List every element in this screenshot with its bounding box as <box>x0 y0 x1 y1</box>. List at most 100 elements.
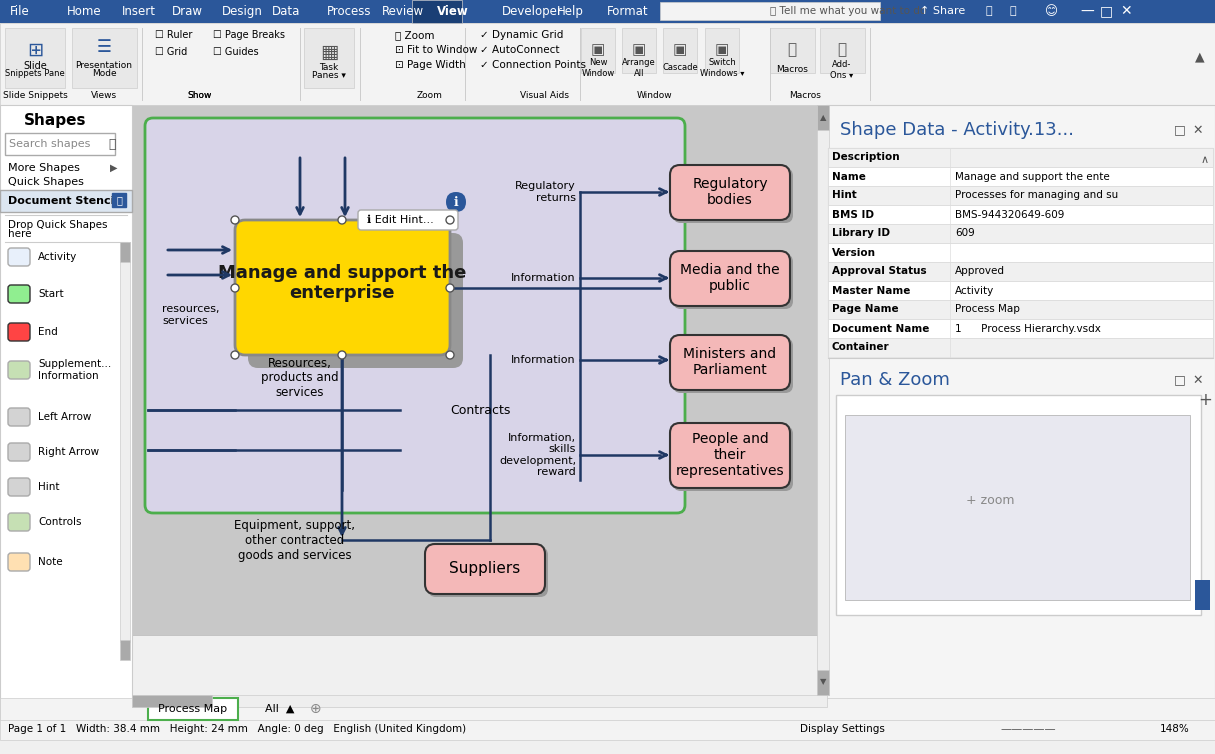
FancyBboxPatch shape <box>669 251 790 306</box>
Text: —: — <box>1080 5 1094 19</box>
Text: BMS-944320649-609: BMS-944320649-609 <box>955 210 1064 219</box>
Text: Hint: Hint <box>38 482 60 492</box>
Text: ✕: ✕ <box>1193 124 1203 136</box>
Bar <box>827 300 1213 319</box>
Text: Design: Design <box>222 5 262 18</box>
Text: Zoom: Zoom <box>417 90 443 100</box>
Text: Arrange
All: Arrange All <box>622 58 656 78</box>
FancyBboxPatch shape <box>358 210 458 230</box>
Text: 🔍: 🔍 <box>108 137 115 151</box>
Text: here: here <box>9 229 32 239</box>
Text: + zoom: + zoom <box>966 494 1015 507</box>
Bar <box>112 193 126 207</box>
Bar <box>412 0 462 23</box>
Bar <box>827 281 1213 300</box>
Text: Shapes: Shapes <box>24 112 86 127</box>
Bar <box>827 167 1213 186</box>
Text: Macros: Macros <box>776 66 808 75</box>
Bar <box>0 698 1215 720</box>
Text: View: View <box>437 5 469 18</box>
Text: Container: Container <box>832 342 889 353</box>
Text: Quick Shapes: Quick Shapes <box>9 177 84 187</box>
Bar <box>816 105 829 695</box>
Text: ✕: ✕ <box>1120 5 1131 19</box>
Text: □: □ <box>1100 5 1113 19</box>
Text: Description: Description <box>832 152 899 163</box>
Text: 🔍 Tell me what you want to do: 🔍 Tell me what you want to do <box>770 7 926 17</box>
FancyBboxPatch shape <box>428 547 548 597</box>
Bar <box>1196 580 1210 610</box>
Text: +: + <box>1198 391 1211 409</box>
Bar <box>705 28 739 73</box>
Text: Process Map: Process Map <box>158 704 227 714</box>
Text: ℹ: ℹ <box>453 195 458 209</box>
Text: Cascade: Cascade <box>662 63 697 72</box>
Text: Information: Information <box>512 355 576 365</box>
Bar <box>844 415 1189 600</box>
Text: Process Map: Process Map <box>955 305 1019 314</box>
FancyBboxPatch shape <box>446 192 467 212</box>
Text: ∧: ∧ <box>1200 155 1209 165</box>
Text: Switch
Windows ▾: Switch Windows ▾ <box>700 58 745 78</box>
Text: 😊: 😊 <box>1045 5 1058 18</box>
Text: 609: 609 <box>955 228 974 238</box>
FancyBboxPatch shape <box>9 478 30 496</box>
Text: Views: Views <box>91 90 117 100</box>
Text: Mode: Mode <box>91 69 117 78</box>
Text: 🔔: 🔔 <box>1010 7 1017 17</box>
Text: □: □ <box>1174 373 1186 387</box>
Text: More Shapes: More Shapes <box>9 163 80 173</box>
Text: Document Name: Document Name <box>832 323 929 333</box>
Text: Page 1 of 1   Width: 38.4 mm   Height: 24 mm   Angle: 0 deg   English (United Ki: Page 1 of 1 Width: 38.4 mm Height: 24 mm… <box>9 724 467 734</box>
Text: 🔍 Zoom: 🔍 Zoom <box>395 30 435 40</box>
Text: Regulatory
bodies: Regulatory bodies <box>693 177 768 207</box>
FancyBboxPatch shape <box>9 443 30 461</box>
Bar <box>120 242 130 262</box>
Circle shape <box>446 216 454 224</box>
Bar <box>0 23 1215 105</box>
Text: Manage and support the ente: Manage and support the ente <box>955 171 1109 182</box>
Bar <box>304 28 354 88</box>
Circle shape <box>338 351 346 359</box>
Text: ▣: ▣ <box>590 42 605 57</box>
Text: Name: Name <box>832 171 866 182</box>
Text: 1      Process Hierarchy.vsdx: 1 Process Hierarchy.vsdx <box>955 323 1101 333</box>
Bar <box>132 695 827 707</box>
Text: 💬: 💬 <box>985 7 991 17</box>
Bar <box>826 105 1215 735</box>
Text: Display Settings: Display Settings <box>799 724 885 734</box>
Text: Approved: Approved <box>955 266 1005 277</box>
Text: ✕: ✕ <box>1193 373 1203 387</box>
Bar <box>827 148 1213 358</box>
FancyBboxPatch shape <box>248 233 463 368</box>
Bar <box>148 698 238 720</box>
Text: Note: Note <box>38 557 63 567</box>
Bar <box>836 395 1200 615</box>
Text: Presentation: Presentation <box>75 60 132 69</box>
Text: ⬛: ⬛ <box>787 42 797 57</box>
Bar <box>622 28 656 73</box>
Text: Supplement...
Information: Supplement... Information <box>38 359 112 381</box>
Text: Search shapes: Search shapes <box>10 139 91 149</box>
Bar <box>660 2 880 20</box>
Text: ⊡ Page Width: ⊡ Page Width <box>395 60 465 70</box>
Text: Home: Home <box>67 5 102 18</box>
Bar <box>0 718 1215 740</box>
Text: Macros: Macros <box>789 90 821 100</box>
FancyBboxPatch shape <box>673 168 793 223</box>
Circle shape <box>231 284 239 292</box>
Bar <box>816 670 829 695</box>
FancyBboxPatch shape <box>9 285 30 303</box>
Bar <box>72 28 137 88</box>
Text: ✓ Connection Points: ✓ Connection Points <box>480 60 586 70</box>
Bar <box>0 105 132 720</box>
Text: Information,
skills
development,
reward: Information, skills development, reward <box>499 433 576 477</box>
Text: ▲: ▲ <box>820 114 826 122</box>
Text: 148%: 148% <box>1160 724 1189 734</box>
Text: File: File <box>10 5 29 18</box>
Text: Review: Review <box>382 5 424 18</box>
Text: Insert: Insert <box>122 5 156 18</box>
FancyBboxPatch shape <box>9 408 30 426</box>
Text: Developer: Developer <box>502 5 563 18</box>
Bar <box>0 190 132 212</box>
